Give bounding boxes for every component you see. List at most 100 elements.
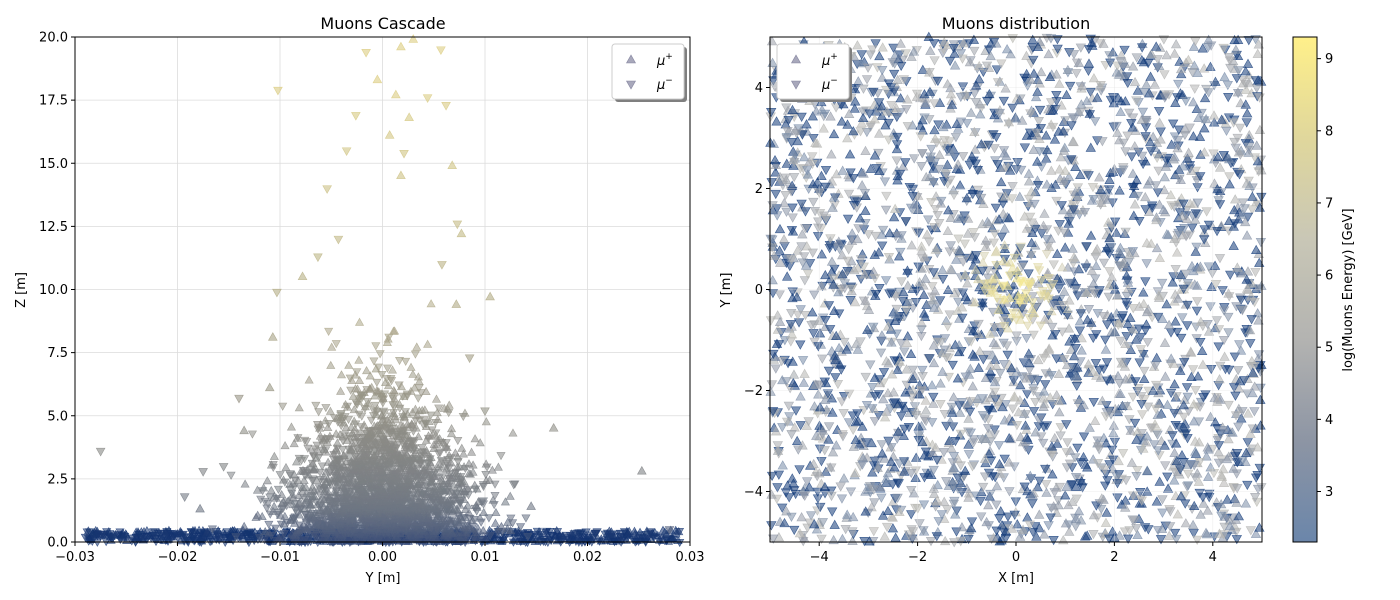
mu-minus-point — [441, 101, 451, 111]
mu-plus-point — [853, 76, 864, 86]
mu-plus-point — [777, 460, 788, 470]
mu-plus-point — [1165, 353, 1177, 363]
mu-plus-point — [362, 365, 372, 375]
mu-minus-point — [766, 380, 778, 390]
mu-plus-point — [1162, 399, 1173, 409]
mu-minus-point — [991, 65, 1003, 75]
mu-minus-point — [1117, 449, 1129, 459]
mu-plus-point — [877, 448, 888, 458]
mu-minus-point — [521, 514, 531, 523]
chart-title: Muons distribution — [942, 14, 1090, 33]
mu-plus-point — [604, 526, 614, 535]
mu-plus-point — [526, 501, 536, 510]
mu-plus-point — [1129, 199, 1141, 209]
mu-minus-point — [127, 537, 137, 546]
mu-minus-point — [1206, 365, 1217, 375]
data-points — [80, 34, 685, 548]
mu-minus-point — [991, 500, 1002, 510]
mu-plus-point — [1240, 498, 1252, 508]
mu-plus-point — [480, 532, 490, 541]
mu-minus-point — [361, 48, 371, 58]
mu-plus-point — [175, 528, 185, 537]
mu-minus-point — [85, 528, 95, 537]
mu-minus-point — [198, 468, 208, 477]
mu-minus-point — [796, 112, 807, 122]
mu-plus-point — [266, 485, 276, 494]
x-axis-ticks: −0.03 −0.02 −0.01 0.00 0.01 0.02 0.03 — [55, 542, 704, 565]
mu-plus-point — [1129, 140, 1140, 151]
mu-minus-point — [322, 185, 332, 194]
mu-plus-point — [1187, 519, 1199, 530]
mu-plus-point — [1085, 230, 1097, 240]
mu-minus-point — [1062, 438, 1073, 448]
mu-minus-point — [273, 86, 283, 96]
mu-plus-point — [205, 531, 215, 540]
mu-plus-point — [426, 299, 436, 308]
x-tick-label: −0.02 — [158, 550, 198, 565]
mu-plus-point — [460, 408, 470, 417]
mu-plus-point — [1196, 345, 1208, 355]
mu-minus-point — [212, 530, 222, 539]
mu-plus-point — [508, 428, 518, 437]
mu-plus-point — [826, 149, 837, 159]
mu-minus-point — [1089, 117, 1101, 127]
mu-minus-point — [452, 220, 463, 230]
mu-plus-point — [1169, 48, 1180, 58]
mu-plus-point — [239, 521, 249, 530]
mu-minus-point — [162, 530, 172, 539]
mu-plus-point — [568, 534, 578, 544]
mu-plus-point — [846, 228, 858, 238]
mu-minus-point — [865, 360, 876, 370]
mu-minus-point — [1040, 480, 1052, 490]
mu-plus-point — [294, 403, 304, 412]
mu-minus-point — [270, 524, 280, 533]
mu-plus-point — [1083, 58, 1095, 68]
mu-plus-point — [281, 462, 291, 472]
mu-plus-point — [1176, 449, 1188, 460]
mu-plus-point — [384, 130, 395, 139]
mu-minus-point — [313, 253, 323, 263]
mu-plus-point — [326, 360, 336, 369]
mu-plus-point — [967, 381, 978, 391]
mu-minus-point — [436, 46, 446, 56]
mu-plus-point — [423, 339, 433, 348]
mu-minus-point — [1222, 80, 1234, 91]
mu-minus-point — [226, 471, 236, 480]
mu-plus-point — [965, 363, 976, 373]
mu-minus-point — [1245, 339, 1256, 349]
mu-plus-point — [1094, 172, 1105, 182]
mu-plus-point — [1115, 106, 1126, 117]
mu-minus-point — [616, 538, 626, 547]
x-tick-label: −0.03 — [55, 550, 95, 565]
mu-minus-point — [581, 528, 591, 537]
mu-plus-point — [791, 435, 803, 446]
mu-minus-point — [794, 465, 805, 475]
mu-minus-point — [895, 61, 907, 72]
mu-minus-point — [214, 536, 224, 545]
mu-minus-point — [98, 531, 108, 540]
mu-plus-point — [470, 434, 480, 443]
x-tick-label: 0.00 — [368, 550, 397, 565]
mu-minus-point — [925, 536, 937, 547]
mu-plus-point — [879, 531, 890, 541]
mu-minus-point — [786, 512, 797, 522]
mu-plus-point — [412, 342, 422, 351]
mu-plus-point — [118, 532, 128, 542]
mu-plus-point — [1159, 171, 1170, 182]
mu-plus-point — [1022, 512, 1033, 522]
mu-plus-point — [548, 422, 559, 432]
mu-plus-point — [1114, 185, 1125, 195]
mu-plus-point — [838, 473, 850, 483]
mu-minus-point — [826, 507, 838, 517]
mu-minus-point — [838, 409, 849, 419]
y-tick-label: 10.0 — [39, 283, 68, 298]
mu-plus-point — [860, 205, 871, 215]
mu-plus-point — [390, 89, 401, 99]
mu-minus-point — [1126, 152, 1137, 162]
mu-minus-point — [1232, 366, 1244, 376]
mu-plus-point — [636, 465, 647, 475]
mu-minus-point — [868, 527, 879, 537]
mu-minus-point — [1134, 358, 1145, 368]
mu-minus-point — [591, 529, 601, 538]
